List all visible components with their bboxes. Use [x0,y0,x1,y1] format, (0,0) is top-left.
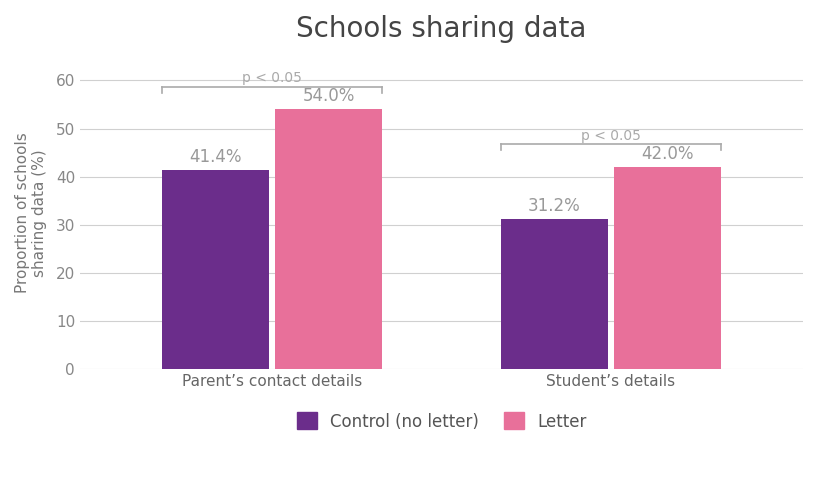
Text: 41.4%: 41.4% [189,148,242,166]
Text: 42.0%: 42.0% [641,145,694,163]
Bar [614,167,721,369]
Bar [162,170,269,369]
Bar [501,219,608,369]
Text: p < 0.05: p < 0.05 [581,128,640,142]
Y-axis label: Proportion of schools
sharing data (%): Proportion of schools sharing data (%) [15,132,47,293]
Text: 31.2%: 31.2% [528,197,581,215]
Title: Schools sharing data: Schools sharing data [296,15,587,43]
Text: 54.0%: 54.0% [303,87,355,106]
Legend: Control (no letter), Letter: Control (no letter), Letter [288,404,595,439]
Text: p < 0.05: p < 0.05 [242,71,302,85]
Bar [275,109,382,369]
